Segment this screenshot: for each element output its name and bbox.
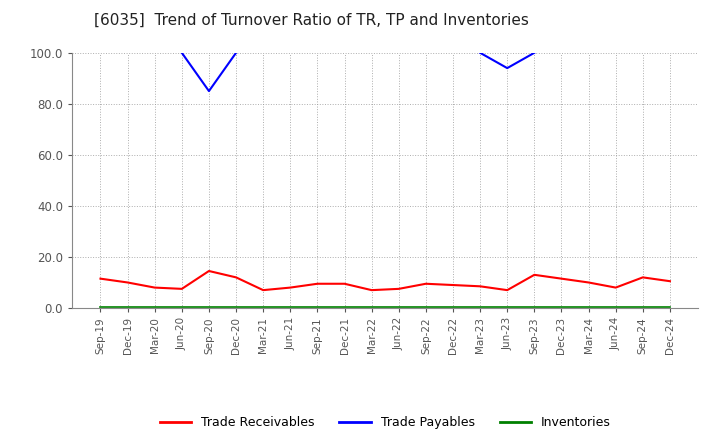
Text: [6035]  Trend of Turnover Ratio of TR, TP and Inventories: [6035] Trend of Turnover Ratio of TR, TP… (94, 13, 528, 28)
Legend: Trade Receivables, Trade Payables, Inventories: Trade Receivables, Trade Payables, Inven… (155, 411, 616, 434)
